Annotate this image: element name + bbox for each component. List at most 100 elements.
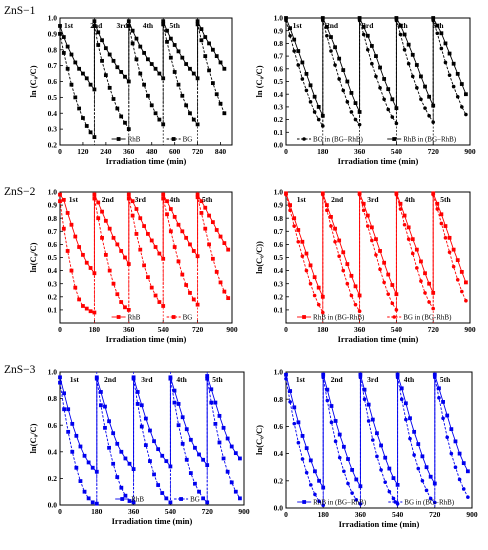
y-axis-label: ln(C₀/C) xyxy=(28,242,38,272)
data-point xyxy=(447,235,452,240)
data-point xyxy=(65,44,70,49)
x-tick-label: 240 xyxy=(100,147,112,156)
cycle-label: 5th xyxy=(169,21,180,30)
data-point xyxy=(188,66,192,71)
data-point xyxy=(451,61,456,66)
data-point xyxy=(284,377,288,381)
data-point xyxy=(394,121,399,126)
data-point xyxy=(191,117,196,122)
data-point xyxy=(461,487,466,491)
data-point xyxy=(296,420,301,425)
data-point xyxy=(386,107,391,112)
data-point xyxy=(398,201,403,206)
data-point xyxy=(193,481,197,486)
x-axis-label: Irradiation time (min) xyxy=(112,516,193,526)
data-point xyxy=(157,251,162,256)
data-point xyxy=(345,262,350,266)
data-point xyxy=(341,88,346,93)
data-point xyxy=(416,466,421,471)
data-point xyxy=(203,226,208,231)
cycle-label: 2nd xyxy=(104,375,117,384)
y-tick-label: 0.9 xyxy=(274,201,284,210)
y-tick-label: 0.0 xyxy=(48,501,58,510)
y-tick-label: 0.6 xyxy=(274,422,284,431)
data-point xyxy=(461,461,466,466)
data-point xyxy=(61,51,66,55)
data-point xyxy=(449,451,454,456)
data-point xyxy=(447,73,452,77)
data-point xyxy=(73,95,78,100)
data-point xyxy=(103,73,108,78)
data-point xyxy=(107,52,112,57)
legend-item: BG in (BG-RhB) xyxy=(387,314,452,322)
data-point xyxy=(383,480,388,484)
data-point xyxy=(123,255,127,260)
data-point xyxy=(103,404,107,409)
data-point xyxy=(126,308,131,312)
data-point xyxy=(149,238,154,243)
data-point xyxy=(65,211,70,215)
cycle-label: 3rd xyxy=(367,375,379,384)
legend-marker xyxy=(116,137,121,141)
data-point xyxy=(126,24,131,28)
data-point xyxy=(115,242,120,247)
data-point xyxy=(103,425,107,430)
cycle-label: 1st xyxy=(296,375,306,384)
data-point xyxy=(410,251,415,256)
x-tick-label: 0 xyxy=(284,147,288,156)
cycle-label: 4th xyxy=(143,21,154,30)
data-point xyxy=(365,33,370,38)
y-tick-label: 0.7 xyxy=(48,61,58,70)
x-tick-label: 540 xyxy=(392,510,404,519)
legend-label: BG in (BG−RhB) xyxy=(313,136,364,144)
data-point xyxy=(199,38,204,43)
data-point xyxy=(464,92,468,97)
data-point xyxy=(157,300,162,304)
data-point xyxy=(382,260,387,265)
data-point xyxy=(100,209,104,214)
row-label-zns2: ZnS−2 xyxy=(4,186,36,198)
data-point xyxy=(312,293,317,298)
data-point xyxy=(296,440,301,445)
data-point xyxy=(123,305,127,310)
data-point xyxy=(61,35,66,39)
data-point xyxy=(221,456,226,461)
legend-label: RhB xyxy=(128,314,141,322)
data-point xyxy=(309,483,313,487)
legend-label: RhB in (BG−RhB) xyxy=(403,136,457,144)
data-point xyxy=(435,201,440,206)
data-point xyxy=(464,280,468,285)
data-point xyxy=(374,237,378,242)
data-point xyxy=(420,479,425,483)
data-point xyxy=(410,237,415,242)
data-point xyxy=(374,253,378,257)
data-point xyxy=(205,376,210,381)
legend-marker xyxy=(393,500,398,504)
data-point xyxy=(378,267,382,272)
data-point xyxy=(412,429,417,434)
data-point xyxy=(146,93,150,98)
data-point xyxy=(218,234,223,239)
data-point xyxy=(375,431,379,436)
y-tick-label: 0.9 xyxy=(48,29,58,38)
data-point xyxy=(201,457,206,462)
cycle-label: 3rd xyxy=(367,195,379,204)
data-point xyxy=(131,500,136,505)
data-point xyxy=(77,66,82,71)
data-point xyxy=(172,400,177,405)
data-point xyxy=(361,24,366,29)
y-tick-label: 0.3 xyxy=(274,279,284,288)
data-point xyxy=(345,100,350,104)
y-tick-label: 0.6 xyxy=(274,240,284,249)
data-point xyxy=(320,294,325,299)
data-point xyxy=(127,461,132,466)
y-tick-label: 0.8 xyxy=(48,214,58,223)
legend-item: RhB in (BG−RhB) xyxy=(387,136,457,144)
data-point xyxy=(304,268,309,273)
data-point xyxy=(382,97,386,102)
data-point xyxy=(453,439,458,444)
chart-panel-3: 0 180 360 540 720 900 0.1 0.2 0.3 0.4 0.5 0.6 0.7 0.8… xyxy=(28,188,238,344)
data-point xyxy=(165,39,169,44)
y-tick-label: 0.4 xyxy=(274,449,284,458)
